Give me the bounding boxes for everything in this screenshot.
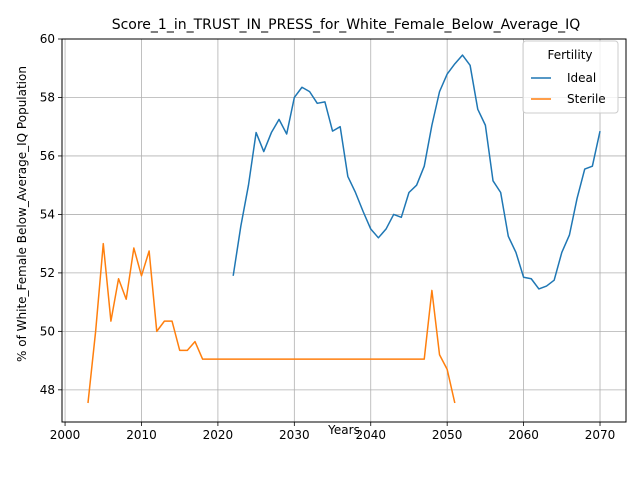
y-axis-label: % of White_Female Below_Average_IQ Popul…: [15, 66, 29, 362]
series-layer: [87, 54, 601, 404]
x-tick-label: 2040: [355, 428, 386, 442]
y-tick-label: 58: [40, 90, 55, 104]
series-line-ideal: [232, 54, 601, 290]
y-axis-ticks: 48 50 52 54 56 58 60: [40, 32, 62, 397]
chart-title: Score_1_in_TRUST_IN_PRESS_for_White_Fema…: [112, 17, 581, 33]
x-tick-label: 2030: [279, 428, 310, 442]
x-axis-ticks: 2000 2010 2020 2030 2040 2050 2060 2070: [50, 422, 616, 442]
y-tick-label: 54: [40, 207, 55, 221]
x-tick-label: 2060: [508, 428, 539, 442]
legend-label-sterile: Sterile: [567, 92, 606, 106]
x-tick-label: 2070: [585, 428, 616, 442]
x-tick-label: 2000: [50, 428, 81, 442]
legend-box: [522, 40, 619, 114]
x-tick-label: 2050: [432, 428, 463, 442]
legend-title: Fertility: [547, 48, 592, 62]
legend-items: Ideal Sterile: [531, 71, 606, 106]
series-line-sterile: [87, 242, 456, 404]
legend-label-ideal: Ideal: [567, 71, 596, 85]
y-tick-label: 56: [40, 149, 55, 163]
x-tick-label: 2010: [126, 428, 157, 442]
plot-frame: [61, 38, 627, 423]
y-tick-label: 60: [40, 32, 55, 46]
y-tick-label: 50: [40, 324, 55, 338]
y-tick-label: 48: [40, 383, 55, 397]
legend: Fertility Ideal Sterile: [522, 40, 619, 114]
x-tick-label: 2020: [203, 428, 234, 442]
x-axis-label: Years: [327, 423, 360, 437]
y-tick-label: 52: [40, 266, 55, 280]
